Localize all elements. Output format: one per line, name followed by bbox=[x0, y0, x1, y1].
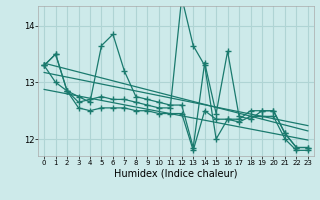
X-axis label: Humidex (Indice chaleur): Humidex (Indice chaleur) bbox=[114, 169, 238, 179]
